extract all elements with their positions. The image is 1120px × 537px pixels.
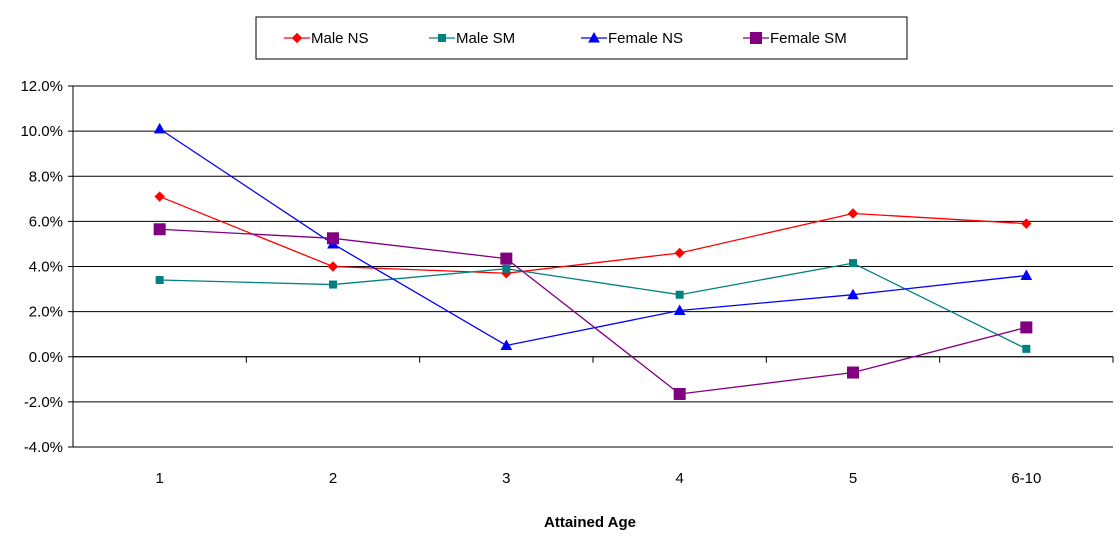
y-tick-label: -4.0% bbox=[24, 439, 63, 456]
x-tick-label: 3 bbox=[502, 470, 510, 487]
series-female-sm bbox=[153, 223, 1033, 400]
x-axis-title: Attained Age bbox=[544, 514, 636, 531]
data-point-marker bbox=[849, 259, 857, 268]
data-point-marker bbox=[502, 264, 511, 273]
data-point-marker bbox=[155, 276, 164, 285]
series-group bbox=[153, 122, 1033, 400]
grid-lines bbox=[73, 85, 1113, 448]
series-line bbox=[159, 195, 1027, 274]
x-axis-ticks: 1 2 3 4 5 6-10 bbox=[72, 356, 1114, 487]
data-point-marker bbox=[673, 387, 686, 400]
y-tick-label: 8.0% bbox=[29, 168, 63, 185]
data-point-marker bbox=[673, 304, 686, 315]
x-tick-label: 4 bbox=[675, 470, 683, 487]
data-point-marker bbox=[153, 223, 166, 236]
data-point-marker bbox=[154, 191, 165, 202]
data-point-marker bbox=[500, 339, 513, 350]
data-point-marker bbox=[1020, 269, 1033, 281]
data-point-marker bbox=[438, 34, 446, 42]
data-point-marker bbox=[674, 247, 685, 259]
y-tick-label: 4.0% bbox=[29, 259, 63, 276]
series-male-ns bbox=[154, 191, 1032, 279]
legend: Male NS Male SM Female NS Female SM bbox=[255, 16, 908, 60]
data-point-marker bbox=[1022, 344, 1031, 353]
legend-label: Male SM bbox=[456, 30, 515, 47]
data-point-marker bbox=[588, 31, 600, 43]
data-point-marker bbox=[329, 280, 337, 289]
legend-entry: Male NS bbox=[284, 30, 369, 47]
series-female-ns bbox=[153, 122, 1033, 350]
series-line bbox=[159, 228, 1027, 395]
x-tick-label: 2 bbox=[329, 470, 337, 487]
y-tick-label: 2.0% bbox=[29, 304, 63, 321]
data-point-marker bbox=[1020, 321, 1033, 334]
legend-entry: Male SM bbox=[429, 30, 515, 47]
x-tick-label: 6-10 bbox=[1011, 470, 1041, 487]
legend-label: Male NS bbox=[311, 30, 369, 47]
data-point-marker bbox=[153, 122, 166, 134]
y-tick-label: -2.0% bbox=[24, 394, 63, 411]
data-point-marker bbox=[675, 290, 684, 299]
series-line bbox=[159, 262, 1027, 350]
data-point-marker bbox=[1021, 218, 1032, 229]
data-point-marker bbox=[847, 288, 859, 300]
y-tick-label: 10.0% bbox=[20, 123, 63, 140]
x-tick-label: 5 bbox=[849, 470, 857, 487]
data-point-marker bbox=[750, 32, 762, 44]
data-point-marker bbox=[847, 208, 859, 219]
legend-label: Female SM bbox=[770, 30, 847, 47]
x-tick-label: 1 bbox=[155, 470, 163, 487]
data-point-marker bbox=[500, 252, 513, 265]
y-axis-ticks: -4.0% -2.0% 0.0% 2.0% 4.0% 6.0% 8.0% 10.0% 12.0% bbox=[20, 78, 73, 456]
series-male-sm bbox=[155, 259, 1031, 353]
y-tick-label: 6.0% bbox=[29, 213, 63, 230]
legend-label: Female NS bbox=[608, 30, 683, 47]
legend-entry: Female SM bbox=[743, 30, 847, 47]
series-line bbox=[159, 128, 1027, 347]
legend-entry: Female NS bbox=[581, 30, 683, 47]
y-tick-label: 12.0% bbox=[20, 78, 63, 95]
data-point-marker bbox=[327, 261, 339, 272]
y-tick-label: 0.0% bbox=[29, 349, 63, 366]
data-point-marker bbox=[847, 366, 859, 379]
data-point-marker bbox=[327, 232, 339, 245]
data-point-marker bbox=[291, 32, 303, 44]
